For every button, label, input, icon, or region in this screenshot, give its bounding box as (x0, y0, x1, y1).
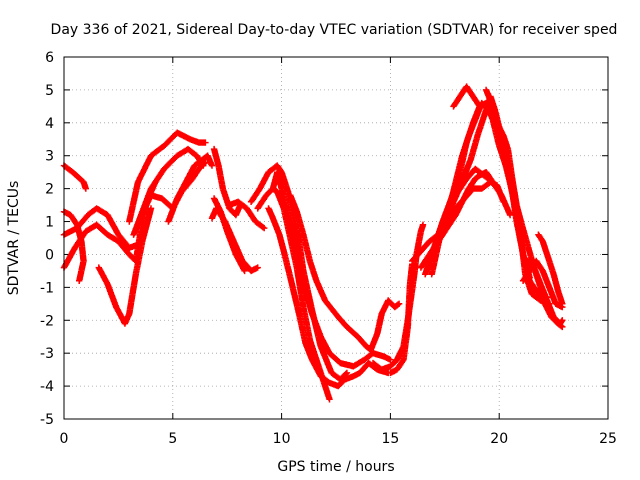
data-arc (165, 152, 216, 225)
y-tick-label: 3 (45, 149, 54, 165)
data-arc (265, 205, 392, 390)
data-point-markers (287, 192, 403, 354)
data-point-markers (369, 221, 427, 373)
x-tick-label: 15 (381, 431, 399, 447)
x-tick-labels: 0 5 10 15 20 25 (60, 431, 617, 447)
data-arc (287, 192, 403, 354)
data-arc (450, 83, 483, 110)
data-points (60, 83, 566, 403)
y-tick-label: 4 (45, 116, 54, 132)
y-tick-label: -4 (40, 379, 54, 395)
data-point-markers (387, 261, 416, 377)
data-arc (387, 261, 416, 377)
data-point-markers (535, 231, 566, 307)
data-arc (369, 221, 427, 373)
data-point-markers (265, 205, 392, 390)
y-tick-label: -2 (40, 313, 54, 329)
y-tick-label: 2 (45, 182, 54, 198)
data-arc (210, 195, 248, 275)
x-tick-label: 25 (599, 431, 617, 447)
data-arc (519, 257, 566, 311)
data-arc (226, 198, 268, 232)
y-tick-label: 1 (45, 215, 54, 231)
x-axis-label: GPS time / hours (277, 459, 394, 475)
y-tick-labels: -5 -4 -3 -2 -1 0 1 2 3 4 5 6 (40, 50, 54, 428)
x-tick-label: 0 (60, 431, 69, 447)
y-tick-label: 6 (45, 50, 54, 66)
data-point-markers (60, 162, 89, 192)
data-arc (95, 205, 155, 327)
data-point-markers (126, 129, 209, 225)
data-point-markers (210, 195, 248, 275)
data-arc (210, 145, 244, 219)
plot-frame (63, 56, 609, 420)
chart-title: Day 336 of 2021, Sidereal Day-to-day VTE… (51, 22, 618, 38)
y-tick-label: -5 (40, 412, 54, 428)
data-point-markers (519, 257, 566, 311)
data-point-markers (269, 169, 394, 370)
data-point-markers (226, 198, 268, 232)
data-arc (60, 162, 89, 192)
y-tick-label: -1 (40, 280, 54, 296)
data-point-markers (210, 145, 244, 219)
data-arc (126, 129, 209, 225)
data-arc (535, 231, 566, 307)
x-tick-label: 10 (273, 431, 291, 447)
y-tick-label: -3 (40, 346, 54, 362)
data-point-markers (450, 83, 483, 110)
data-point-markers (95, 205, 155, 327)
x-tick-label: 5 (168, 431, 177, 447)
x-tick-label: 20 (490, 431, 508, 447)
y-tick-label: 0 (45, 247, 54, 263)
data-arc (269, 169, 394, 370)
y-axis-label: SDTVAR / TECUs (6, 181, 22, 296)
data-point-markers (165, 152, 216, 225)
y-tick-label: 5 (45, 83, 54, 99)
